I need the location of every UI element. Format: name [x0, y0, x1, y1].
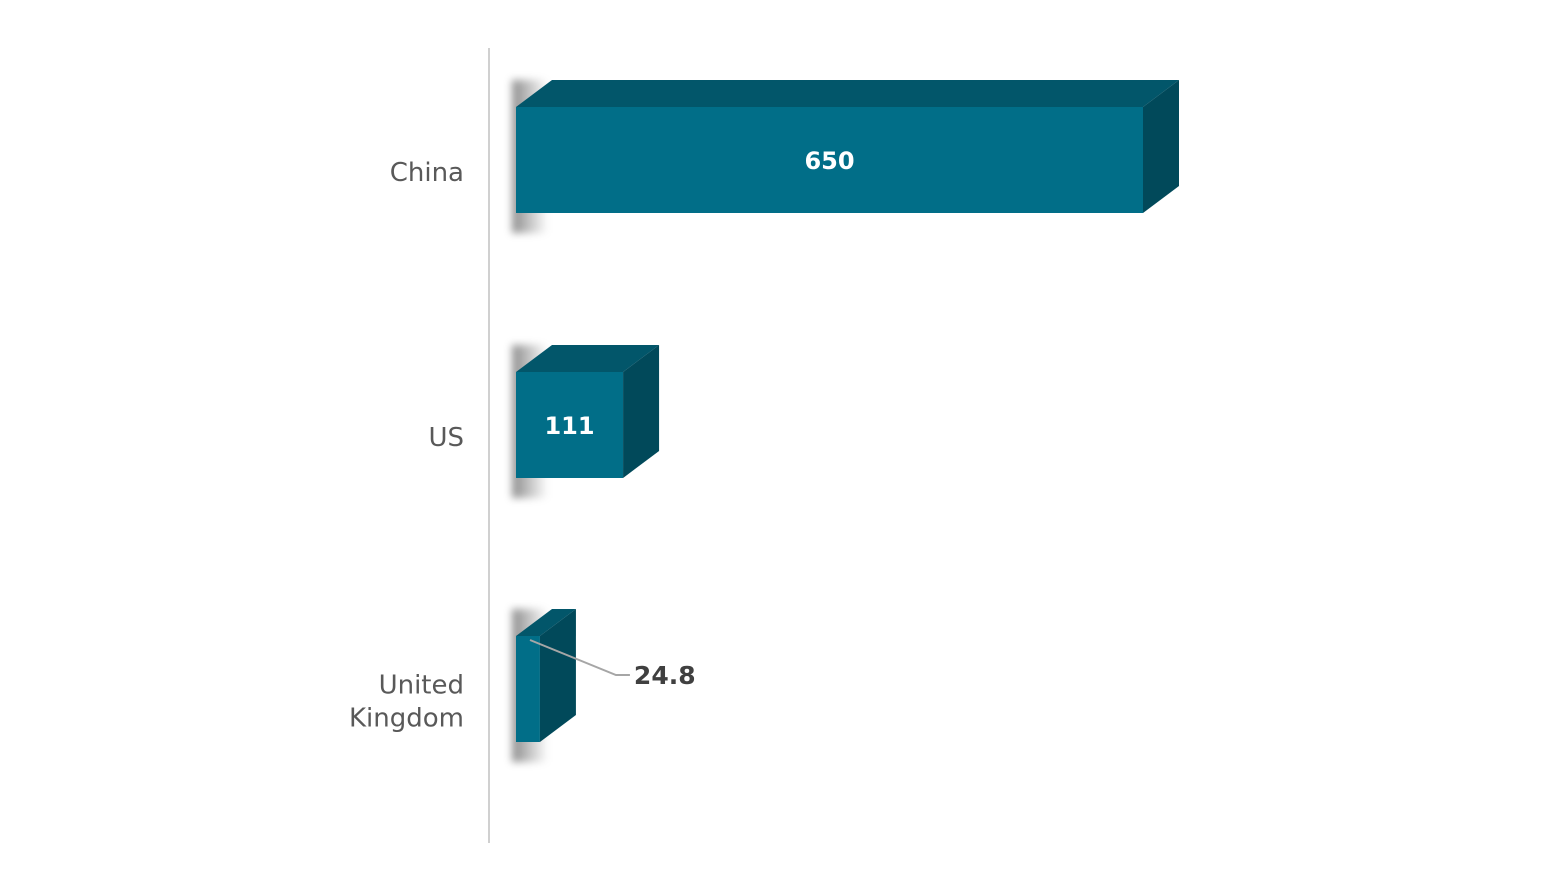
- bars-layer: [512, 80, 1179, 762]
- data-label-us: 111: [544, 412, 594, 440]
- leader-line-united-kingdom: [529, 639, 630, 676]
- bar-side-us: [623, 345, 660, 478]
- data-label-china: 650: [804, 147, 854, 175]
- category-label-china: China: [390, 158, 464, 188]
- category-label-united-kingdom: United Kingdom: [349, 671, 464, 734]
- bar-side-united-kingdom: [539, 609, 576, 742]
- bar-side-china: [1143, 80, 1179, 213]
- bar-top-us: [516, 345, 660, 372]
- bar-us: [516, 372, 624, 478]
- category-label-us: US: [428, 423, 464, 453]
- bar-top-china: [516, 80, 1179, 107]
- bar-top-united-kingdom: [516, 609, 576, 636]
- data-label-united-kingdom: 24.8: [634, 661, 696, 690]
- bar-china: [516, 107, 1143, 213]
- labels-layer: China 650 US 111 United Kingdom 24.8: [349, 147, 855, 734]
- bar-united-kingdom: [516, 636, 540, 742]
